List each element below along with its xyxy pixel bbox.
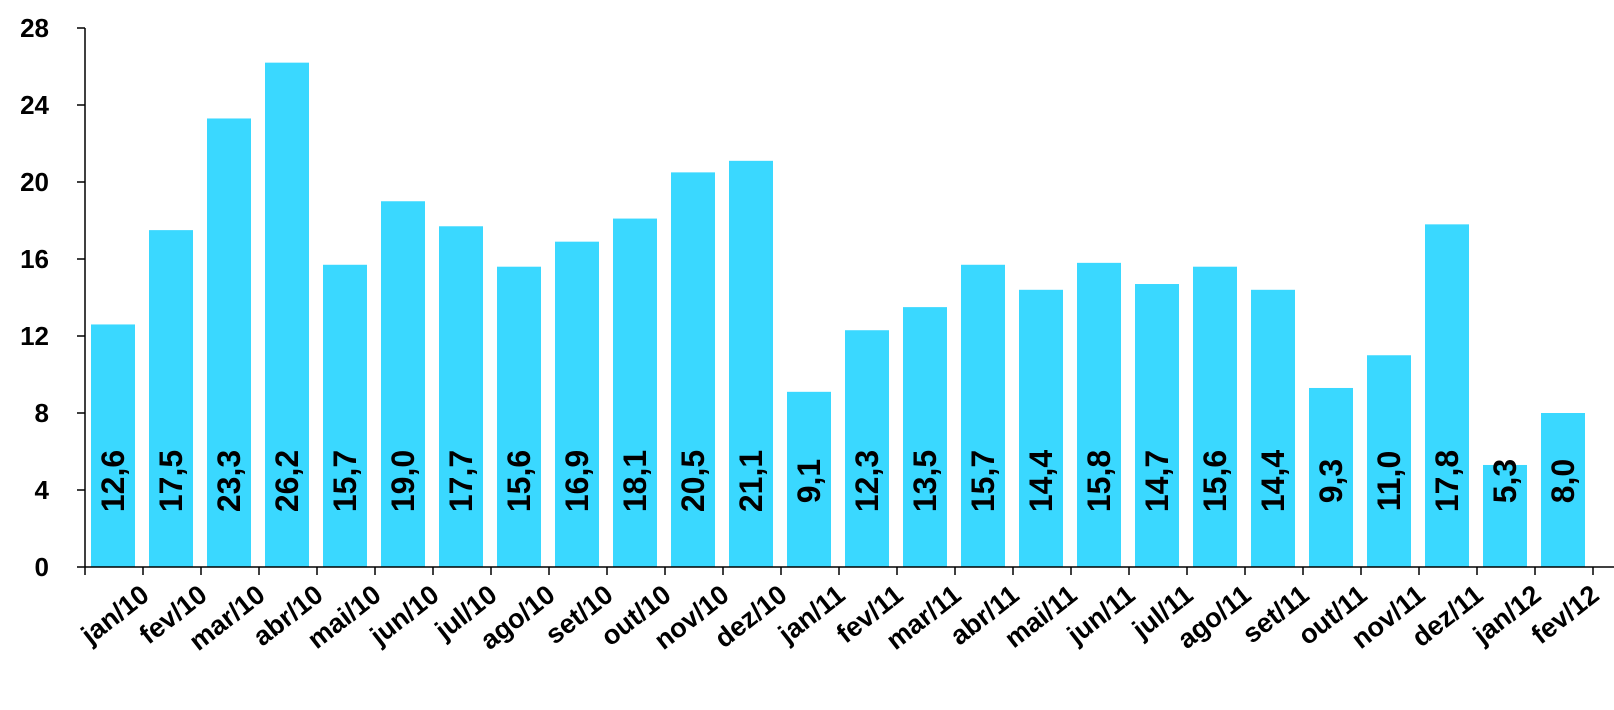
data-label: 17,5 (153, 450, 189, 512)
x-tick-label: jan/12 (1467, 579, 1547, 650)
data-label: 15,6 (1197, 450, 1233, 512)
bar (1541, 413, 1585, 567)
bar (497, 266, 541, 567)
bars: 12,6 17,5 23,3 26,2 15,7 19,0 17,7 15,6 16,9 18,1… (91, 62, 1585, 568)
data-label: 17,7 (443, 450, 479, 512)
data-label: 16,9 (559, 450, 595, 512)
bar (555, 241, 599, 568)
data-label: 12,3 (849, 450, 885, 512)
data-label: 9,3 (1313, 459, 1349, 503)
bar (1193, 266, 1237, 567)
y-tick-label: 28 (20, 13, 49, 43)
bar (323, 264, 367, 567)
y-tick-label: 24 (20, 90, 49, 120)
bar (265, 62, 309, 568)
x-tick-label: jan/11 (772, 579, 850, 649)
bar (903, 307, 947, 567)
bar (1251, 289, 1295, 567)
y-tick-label: 0 (35, 552, 49, 582)
data-label: 19,0 (385, 450, 421, 512)
data-label: 21,1 (733, 450, 769, 512)
data-label: 17,8 (1429, 450, 1465, 512)
data-label: 26,2 (269, 450, 305, 512)
data-label: 15,7 (327, 450, 363, 512)
bar (845, 330, 889, 567)
bar (1019, 289, 1063, 567)
x-axis: jan/10fev/10mar/10abr/10mai/10jun/10jul/… (75, 566, 1614, 656)
y-tick-label: 12 (20, 321, 49, 351)
bar (961, 264, 1005, 567)
bar (1483, 464, 1527, 567)
bar (1309, 387, 1353, 567)
data-label: 15,8 (1081, 450, 1117, 512)
data-label: 5,3 (1487, 459, 1523, 503)
data-label: 13,5 (907, 450, 943, 512)
y-axis: 0 4 8 12 16 20 24 28 (20, 13, 86, 582)
bar (91, 324, 135, 567)
bar (381, 201, 425, 567)
data-label: 12,6 (95, 450, 131, 512)
bar (1425, 224, 1469, 567)
y-tick-label: 16 (20, 244, 49, 274)
data-label: 14,4 (1023, 450, 1059, 512)
bar (1367, 355, 1411, 567)
bar (1077, 262, 1121, 567)
data-label: 15,7 (965, 450, 1001, 512)
bar (671, 172, 715, 567)
bar (1135, 284, 1179, 567)
data-label: 20,5 (675, 450, 711, 512)
data-label: 18,1 (617, 450, 653, 512)
data-label: 14,4 (1255, 450, 1291, 512)
bar (149, 230, 193, 567)
x-tick-label: fev/12 (1526, 579, 1605, 650)
data-label: 23,3 (211, 450, 247, 512)
data-label: 8,0 (1545, 459, 1581, 503)
x-tick-label: jun/11 (1061, 579, 1141, 650)
bar (439, 226, 483, 567)
bar (207, 118, 251, 567)
bar (729, 160, 773, 567)
y-tick-label: 4 (35, 475, 50, 505)
data-label: 9,1 (791, 459, 827, 503)
y-tick-label: 8 (35, 398, 49, 428)
bar (613, 218, 657, 567)
x-tick-label: jan/10 (75, 579, 155, 650)
bar (787, 391, 831, 567)
data-label: 15,6 (501, 450, 537, 512)
y-tick-label: 20 (20, 167, 49, 197)
data-label: 11,0 (1371, 451, 1407, 512)
data-label: 14,7 (1139, 450, 1175, 512)
